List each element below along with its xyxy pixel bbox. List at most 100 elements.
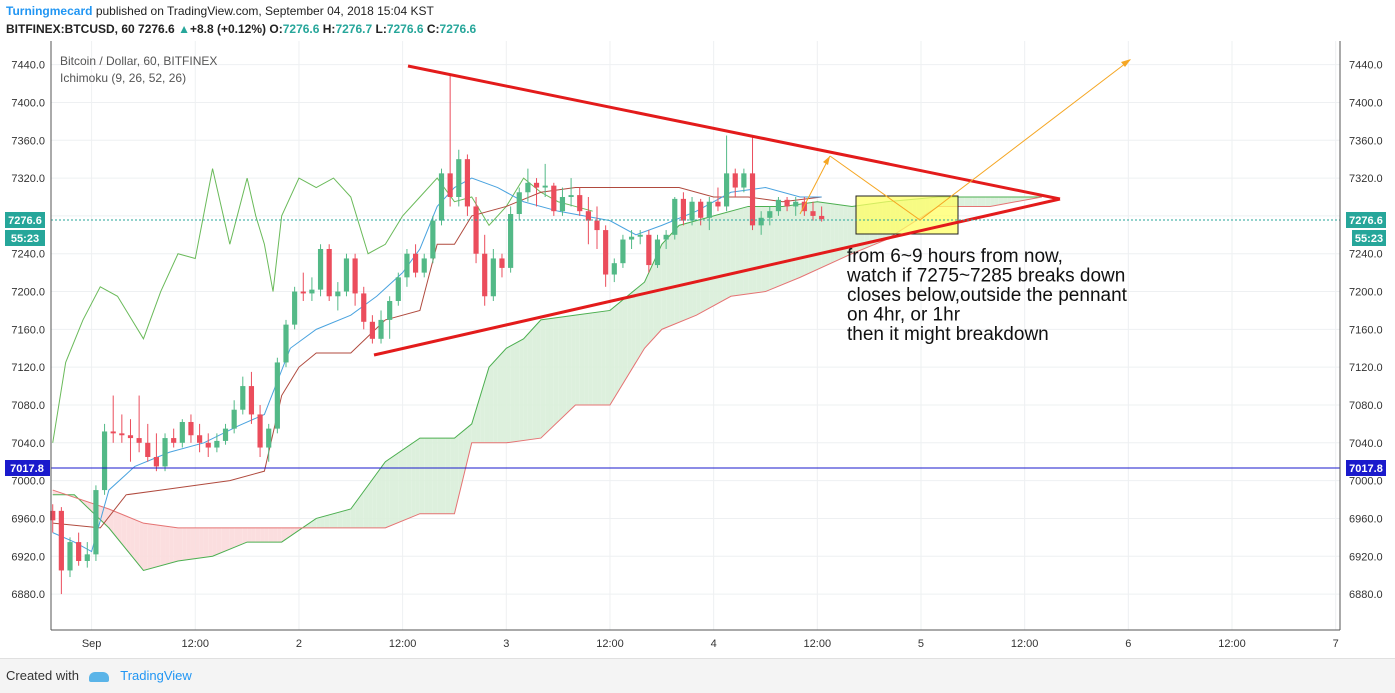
cloud-segment [450,438,455,514]
candle-down [551,185,557,212]
candle-down [110,431,116,434]
cloud-segment [493,357,498,443]
pennant-lower-trendline[interactable] [373,197,1061,357]
cloud-segment [527,329,533,440]
y-tick-label-right: 6920.0 [1349,551,1383,563]
cloud-segment [363,485,369,528]
candle-up [378,319,384,339]
cloud-segment [156,524,161,567]
highlight-box[interactable] [855,195,959,235]
cloud-segment [143,523,148,571]
candle-down [326,248,332,297]
kijun-sen-line [52,187,822,529]
up-arrow-icon: ▲ [178,22,190,36]
cloud-segment [782,205,788,285]
cloud-segment [644,272,649,349]
y-tick-label-left: 7160.0 [11,324,45,336]
cloud-segment [635,285,641,363]
candle-down [145,442,151,457]
y-tick-label-right: 7200.0 [1349,287,1383,299]
cloud-segment [260,527,265,543]
candle-up [283,324,289,363]
candle-down [205,442,211,448]
cloud-segment [968,196,973,207]
projection-arrow-1[interactable] [799,155,831,215]
candle-up [335,291,341,297]
cloud-segment [428,438,433,514]
cloud-segment [411,441,416,518]
cloud-segment [631,289,636,370]
cloud-segment [510,343,515,443]
created-with-label: Created with [6,668,79,683]
hline-tag-left-bg [5,460,50,476]
cloud-segment [320,516,325,528]
cloud-segment [441,438,446,514]
candle-down [819,215,825,220]
cloud-segment [851,205,857,254]
cloud-segment [212,527,217,557]
cloud-segment [238,527,243,546]
author-name[interactable]: Turningmecard [6,4,93,18]
cloud-segment [700,218,706,313]
cloud-segment [597,311,602,405]
cloud-segment [190,527,196,560]
candle-down [499,258,505,268]
cloud-segment [545,318,550,434]
candle-down [188,422,194,436]
cloud-segment [778,206,783,287]
cloud-segment [359,491,364,528]
candle-up [663,234,669,240]
candle-down [197,435,203,443]
time-axis[interactable]: Sep 12:00 2 12:00 3 12:00 4 12:00 5 12:00 6 12:00 7 [82,638,1339,650]
cloud-segment [393,452,399,525]
cloud-segment [774,206,779,288]
cloud-segment [139,521,144,571]
x-tick-label: 5 [918,638,924,650]
cloud-segment [398,449,403,523]
last-price: 7276.6 [138,22,175,36]
cloud-segment [553,317,559,426]
ohlc-bar: BITFINEX:BTCUSD, 60 7276.6 ▲+8.8 (+0.12%… [6,22,476,36]
candle-down [680,198,686,221]
cloud-segment [281,527,286,543]
candle-up [706,201,712,218]
cloud-segment [277,527,282,543]
cloud-segment [424,438,429,514]
annotation-text[interactable]: from 6~9 hours from now,watch if 7275~72… [846,246,1128,345]
tradingview-link[interactable]: TradingView [120,668,192,683]
candle-down [482,253,488,297]
cloud-segment [342,510,347,528]
price-chart[interactable]: from 6~9 hours from now,watch if 7275~72… [0,0,1395,658]
candle-down [119,433,125,436]
senkou-span-b-line [52,196,1043,529]
cloud-segment [216,527,222,555]
y-tick-label-right: 7360.0 [1349,135,1383,147]
x-tick-label: 4 [711,638,717,650]
candles [50,74,825,595]
projection-arrow-2[interactable] [829,59,1131,221]
cloud-segment [497,352,502,443]
pennant-upper-trendline[interactable] [407,64,1061,201]
price-axis-right[interactable]: 6880.0 6920.0 6960.0 7000.0 7040.0 7080.0 7120… [1349,60,1383,601]
candle-down [412,253,419,273]
cloud-segment [679,224,684,323]
cloud-segment [739,207,744,296]
cloud-segment [748,206,753,294]
cloud-segment [648,263,654,344]
candle-up [490,258,496,297]
candle-down [361,293,367,322]
cloud-segment [229,527,235,550]
cloud-segment [208,527,213,557]
cloud-segment [82,500,88,508]
close-label: C: [426,22,440,36]
candle-up [741,173,747,188]
candle-up [689,201,695,221]
candle-up [317,248,324,290]
last-price-tag-left: 7276.6 [8,215,42,227]
y-tick-label-left: 6960.0 [11,513,45,525]
candle-up [508,214,514,268]
cloud-segment [536,319,541,439]
price-axis-left[interactable]: 6880.0 6920.0 6960.0 7000.0 7040.0 7080.0 7120… [11,60,45,601]
cloud-segment [506,345,511,443]
cloud-segment [385,458,390,528]
